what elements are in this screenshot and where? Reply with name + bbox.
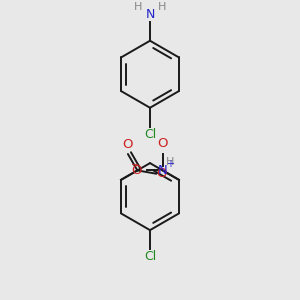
Text: −: − <box>131 160 140 170</box>
Text: Cl: Cl <box>144 250 156 263</box>
Text: O: O <box>132 164 142 177</box>
Text: H: H <box>166 157 174 167</box>
Text: O: O <box>157 167 167 180</box>
Text: H: H <box>158 2 166 13</box>
Text: H: H <box>134 2 142 13</box>
Text: O: O <box>158 137 168 150</box>
Text: N: N <box>145 8 155 21</box>
Text: N: N <box>158 164 167 177</box>
Text: Cl: Cl <box>144 128 156 141</box>
Text: O: O <box>123 138 133 151</box>
Text: +: + <box>166 159 174 169</box>
